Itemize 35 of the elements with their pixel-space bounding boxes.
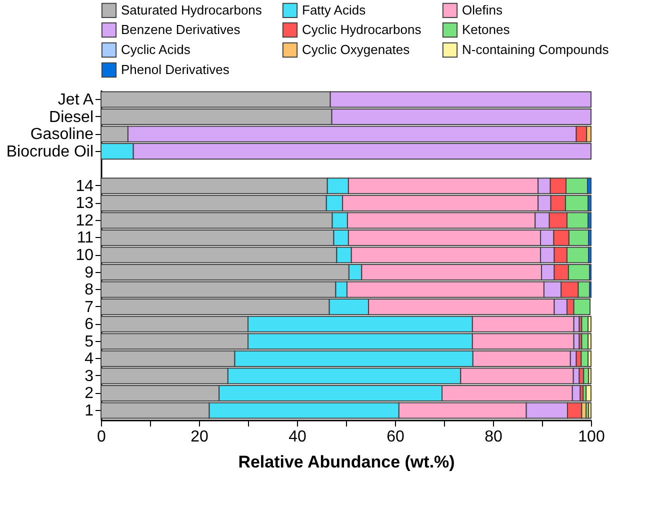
legend-label: Ketones xyxy=(462,22,510,37)
y-tick-label: 6 xyxy=(84,316,94,334)
y-tick-label: Biocrude Oil xyxy=(6,143,94,160)
y-tick-label: 3 xyxy=(84,368,94,385)
legend-label: Cyclic Acids xyxy=(121,42,191,57)
y-tick-label: 7 xyxy=(84,298,94,316)
x-tick-label: 80 xyxy=(484,428,502,446)
legend-label: N-containing Compounds xyxy=(462,42,610,57)
y-tick-label: 10 xyxy=(76,247,94,264)
y-tick-label: Diesel xyxy=(49,108,94,126)
legend-label: Phenol Derivatives xyxy=(121,62,230,77)
y-tick-label: 8 xyxy=(84,282,94,299)
legend-label: Olefins xyxy=(462,2,503,18)
x-tick-label: 0 xyxy=(97,428,106,446)
y-tick-label: 9 xyxy=(84,264,94,282)
y-tick-label: 13 xyxy=(76,195,94,212)
legend-label: Cyclic Hydrocarbons xyxy=(302,22,422,37)
x-tick-label: 100 xyxy=(578,428,605,446)
legend-label: Saturated Hydrocarbons xyxy=(121,2,262,18)
legend-label: Cyclic Oxygenates xyxy=(302,42,410,57)
y-tick-label: 5 xyxy=(84,333,94,350)
x-axis-title: Relative Abundance (wt.%) xyxy=(238,452,455,472)
y-tick-label: 14 xyxy=(76,178,94,195)
y-tick-label: 11 xyxy=(76,230,94,247)
y-tick-label: 2 xyxy=(84,385,94,402)
legend-label: Fatty Acids xyxy=(302,2,366,18)
legend-label: Benzene Derivatives xyxy=(121,22,241,37)
y-tick-label: 4 xyxy=(84,350,94,368)
y-tick-label: 1 xyxy=(84,402,94,420)
y-tick-label: Gasoline xyxy=(30,126,94,144)
x-tick-label: 60 xyxy=(386,428,404,446)
y-tick-label: Jet A xyxy=(58,92,94,109)
x-tick-label: 40 xyxy=(288,428,306,446)
x-tick-label: 20 xyxy=(190,428,208,446)
y-tick-label: 12 xyxy=(76,212,94,230)
